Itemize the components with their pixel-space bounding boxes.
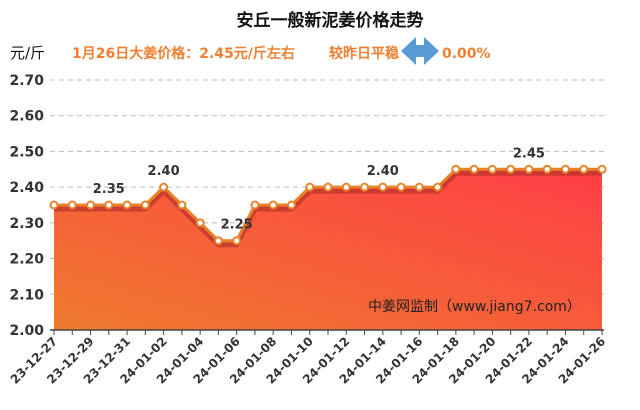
y-tick-label: 2.30 [9,216,44,232]
data-point [469,164,479,174]
data-point [250,200,260,210]
data-point [396,182,406,192]
area-fill [54,169,602,330]
data-point [305,182,315,192]
y-tick-label: 2.20 [9,252,44,268]
data-label: 2.40 [367,164,399,179]
data-point [579,164,589,174]
data-label: 2.40 [148,164,180,179]
data-label: 2.45 [513,146,545,161]
data-point [177,200,187,210]
data-point [268,200,278,210]
data-point [104,200,114,210]
y-tick-label: 2.50 [9,144,44,160]
price-summary: 1月26日大姜价格：2.45元/斤左右 [72,45,295,62]
data-point [86,200,96,210]
data-label: 2.35 [93,182,125,197]
data-point [597,164,607,174]
y-tick-label: 2.70 [9,73,44,89]
data-point [213,236,223,246]
data-point [506,164,516,174]
data-point [122,200,132,210]
data-point [524,164,534,174]
chart-title: 安丘一般新泥姜价格走势 [237,10,424,31]
y-tick-label: 2.60 [9,109,44,125]
data-point [451,164,461,174]
data-label: 2.25 [221,218,253,233]
data-point [232,236,242,246]
data-point [487,164,497,174]
data-point [341,182,351,192]
y-tick-label: 2.10 [9,287,44,303]
y-tick-label: 2.00 [9,323,44,339]
data-point [140,200,150,210]
data-point [286,200,296,210]
data-point [323,182,333,192]
y-axis-unit: 元/斤 [10,44,45,62]
data-point [378,182,388,192]
y-tick-label: 2.40 [9,180,44,196]
left-right-arrow-icon [401,37,439,65]
data-point [542,164,552,174]
data-point [560,164,570,174]
data-point [360,182,370,192]
watermark: 中姜网监制（www.jiang7.com） [368,299,581,315]
data-point [195,218,205,228]
data-point [414,182,424,192]
data-point [49,200,59,210]
data-point [433,182,443,192]
data-point [159,182,169,192]
change-value: 0.00% [442,46,491,62]
data-point [67,200,77,210]
change-text: 较昨日平稳 [329,45,399,62]
